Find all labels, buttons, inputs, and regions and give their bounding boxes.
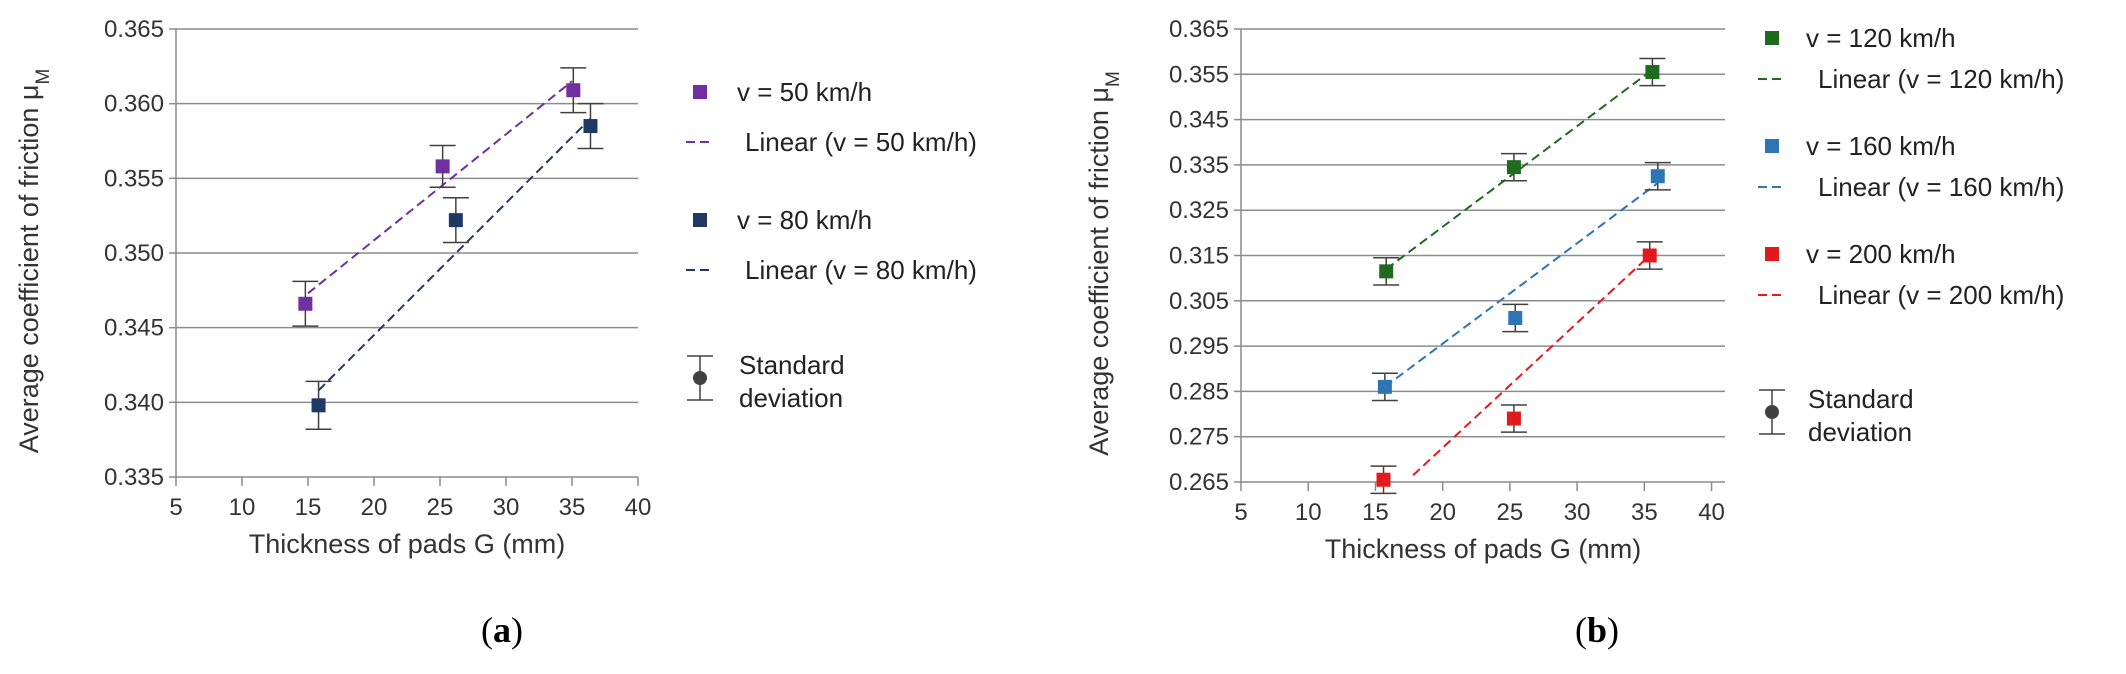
x-tick-label: 25 xyxy=(1497,499,1524,526)
legend-trend-label: Linear (v = 50 km/h) xyxy=(745,127,977,157)
chart-b: 0.265 0.275 0.285 0.295 0.305 0.315 0.325 0.335… xyxy=(1084,16,2064,564)
x-tick-label: 10 xyxy=(229,494,256,521)
x-tick-label: 40 xyxy=(625,494,652,521)
data-point xyxy=(583,119,598,134)
data-point xyxy=(1379,264,1394,279)
legend-errorbar-dot xyxy=(1765,405,1779,419)
y-tick-label: 0.305 xyxy=(1169,288,1229,315)
y-axis-title: Average coefficient of friction μM xyxy=(14,69,54,454)
y-tick-label: 0.355 xyxy=(104,165,164,192)
y-axis-title-main: Average coefficient of friction μ xyxy=(1084,87,1114,456)
x-tick-label: 40 xyxy=(1698,499,1725,526)
legend-label: v = 50 km/h xyxy=(737,77,872,107)
y-axis-title: Average coefficient of friction μM xyxy=(1084,71,1124,456)
data-point xyxy=(435,159,450,174)
legend-label: v = 160 km/h xyxy=(1806,131,1956,161)
legend-label-deviation: deviation xyxy=(1808,417,1912,447)
data-point xyxy=(1506,160,1521,175)
legend-errorbar-dot xyxy=(693,371,707,385)
y-tick-label: 0.345 xyxy=(104,315,164,342)
y-tick-label: 0.345 xyxy=(1169,107,1229,134)
data-point xyxy=(1645,65,1660,80)
y-tick-label: 0.355 xyxy=(1169,61,1229,88)
data-point xyxy=(1650,169,1665,184)
x-tick-label: 20 xyxy=(1429,499,1456,526)
x-tick-label: 35 xyxy=(1631,499,1658,526)
y-tick-label: 0.315 xyxy=(1169,243,1229,270)
x-tick-label: 35 xyxy=(559,494,586,521)
legend-marker xyxy=(1765,247,1779,261)
legend-label-std: Standard xyxy=(739,350,845,380)
x-tick-label: 5 xyxy=(1234,499,1247,526)
data-point xyxy=(448,213,463,228)
y-tick-label: 0.275 xyxy=(1169,424,1229,451)
legend-trend-label: Linear (v = 80 km/h) xyxy=(745,255,977,285)
caption-b: (b) xyxy=(1575,610,1619,650)
x-tick-label: 25 xyxy=(427,494,454,521)
legend-label: v = 80 km/h xyxy=(737,205,872,235)
x-tick-label: 30 xyxy=(493,494,520,521)
chart-a: 0.335 0.340 0.345 0.350 0.355 0.360 0.365 5 10 15… xyxy=(14,16,977,559)
x-axis-title: Thickness of pads G (mm) xyxy=(1325,534,1642,564)
legend-label: v = 120 km/h xyxy=(1806,23,1956,53)
y-axis-title-main: Average coefficient of friction μ xyxy=(14,85,44,454)
x-tick-label: 15 xyxy=(295,494,322,521)
y-tick-label: 0.360 xyxy=(104,91,164,118)
trend-line-2 xyxy=(1384,182,1659,388)
data-point xyxy=(566,83,581,98)
x-axis-title: Thickness of pads G (mm) xyxy=(249,529,566,559)
data-point xyxy=(1508,311,1523,326)
y-axis-title-subscript: M xyxy=(1103,71,1124,87)
x-tick-label: 10 xyxy=(1295,499,1322,526)
y-tick-label: 0.335 xyxy=(104,464,164,491)
y-tick-label: 0.365 xyxy=(104,16,164,43)
y-tick-label: 0.295 xyxy=(1169,333,1229,360)
data-point xyxy=(298,296,313,311)
trend-line-2 xyxy=(317,117,592,392)
legend-marker xyxy=(693,85,707,99)
y-tick-label: 0.350 xyxy=(104,240,164,267)
y-tick-label: 0.365 xyxy=(1169,16,1229,43)
legend-trend-label: Linear (v = 200 km/h) xyxy=(1818,280,2064,310)
legend-marker xyxy=(1765,139,1779,153)
data-point xyxy=(1642,248,1657,263)
data-point xyxy=(1377,379,1392,394)
y-tick-label: 0.340 xyxy=(104,389,164,416)
legend-trend-label: Linear (v = 120 km/h) xyxy=(1818,64,2064,94)
x-tick-label: 30 xyxy=(1564,499,1591,526)
legend-label-deviation: deviation xyxy=(739,383,843,413)
data-point xyxy=(1506,411,1521,426)
trend-line-3 xyxy=(1412,254,1651,476)
legend-marker xyxy=(693,213,707,227)
y-tick-label: 0.285 xyxy=(1169,378,1229,405)
legend-label: v = 200 km/h xyxy=(1806,239,1956,269)
x-tick-label: 15 xyxy=(1362,499,1389,526)
y-tick-label: 0.265 xyxy=(1169,469,1229,496)
data-point xyxy=(311,398,326,413)
legend-label-std: Standard xyxy=(1808,384,1914,414)
x-tick-label: 5 xyxy=(169,494,182,521)
legend-trend-label: Linear (v = 160 km/h) xyxy=(1818,172,2064,202)
x-tick-label: 20 xyxy=(361,494,388,521)
caption-a: (a) xyxy=(481,610,523,650)
y-axis-title-subscript: M xyxy=(33,69,54,85)
data-point xyxy=(1376,472,1391,487)
legend-marker xyxy=(1765,31,1779,45)
y-tick-label: 0.325 xyxy=(1169,197,1229,224)
y-tick-label: 0.335 xyxy=(1169,152,1229,179)
